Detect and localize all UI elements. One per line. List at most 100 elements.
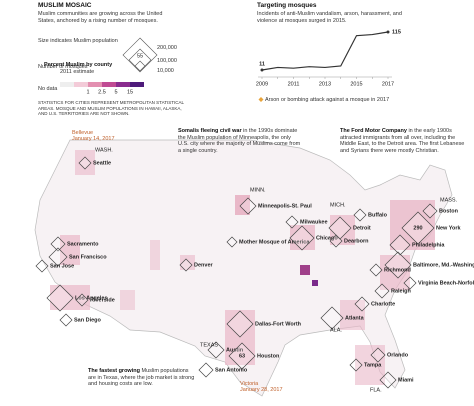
city-label: Boston [439,208,459,214]
story-lead: The fastest growing [88,368,140,374]
city-label: Philadelphia [412,242,445,248]
story: The Ford Motor Company in the early 1900… [340,128,465,154]
pop-label: 10,000 [157,68,174,74]
city-diamond [422,203,438,219]
legend-marker [258,97,264,102]
city-diamond [59,313,73,327]
pop-label: 200,000 [157,45,177,51]
state-label: MINN. [250,187,266,193]
city-diamond [48,247,68,267]
city-diamond [50,236,66,252]
city-diamond [349,358,363,372]
city-label: Milwaukee [300,219,328,225]
city-label: Detroit [353,225,371,231]
story-text: Muslim populations are in Texas, where t… [88,368,195,388]
city-diamond [226,310,254,338]
state-label: TEXAS [200,342,218,348]
city-diamond [198,362,214,378]
attack-city: Victoria [240,381,259,387]
line [261,31,389,71]
legend-sample: 55 [137,53,143,59]
city-label: San Antonio [215,367,248,373]
size-legend-mosques: Number of mosques [38,64,88,70]
city-diamond [320,306,344,330]
pop-label: 100,000 [157,58,177,64]
city-mosques: 63 [239,353,245,359]
color-swatch [74,82,88,87]
story: Somalis fleeing civil war in the 1990s d… [178,128,303,154]
city-diamond [239,197,257,215]
city-diamond [207,341,225,359]
city-diamond [384,251,412,279]
city-diamond [354,296,370,312]
city-label: Baltimore, Md.-Washington, D.C. [413,262,474,268]
city-diamond [179,258,193,272]
value-label: 11 [259,61,265,67]
attack-date: January 14, 2017 [72,136,115,142]
city-label: San Francisco [69,254,107,260]
city-mosques: 290 [413,225,422,231]
city-diamond [403,276,417,290]
city-label: Miami [398,377,414,383]
city-label: Raleigh [391,288,412,294]
no-data-label: No data [38,86,58,92]
city-diamond [353,208,367,222]
x-tick-label: 2009 [256,81,268,87]
city-label: San Jose [50,263,74,269]
city-label: Riverside [90,297,115,303]
city-diamond [35,259,49,273]
city-label: Chicago [316,235,338,241]
city-diamond [329,234,343,248]
story-lead: Somalis fleeing civil war [178,128,242,134]
description: Muslim communities are growing across th… [38,11,163,24]
attack-city: Bellevue [72,130,94,136]
city-layer: Seattle Sacramento San Francisco San Jose Lo… [35,147,474,393]
city-diamond [374,283,390,299]
city-diamond [75,293,89,307]
city-diamond [285,215,299,229]
city-label: Denver [194,262,214,268]
city-diamond [289,225,315,251]
city-diamond [46,284,74,312]
color-swatch [116,82,130,87]
point [386,30,390,34]
city-label: Mother Mosque of America [239,239,310,245]
color-swatch [130,82,144,87]
story-lead: The Ford Motor Company [340,128,407,134]
state-label: WASH. [95,147,113,153]
attack-date: January 28, 2017 [240,387,283,393]
story-text: in the early 1900s attracted immigrants … [340,128,465,154]
city-diamond [379,371,397,389]
city-label: Houston [257,353,280,359]
city-label: Dearborn [344,238,369,244]
city-diamond [369,263,383,277]
note: STATISTICS FOR CITIES REPRESENT METROPOL… [38,100,184,116]
state-label: FLA. [370,387,382,393]
city-label: San Diego [74,317,102,323]
state-label: MICH. [330,202,346,208]
county-shading [50,150,435,385]
city-diamond [389,234,411,256]
x-tick-label: 2017 [382,81,394,87]
color-legend-title: Percent Muslim by county [44,62,113,68]
color-swatch [88,82,102,87]
color-label: 1 [86,89,89,95]
color-swatch [102,82,116,87]
inset-subtitle: Incidents of anti-Muslim vandalism, arso… [257,11,402,24]
city-label: Los Angeles [75,295,108,301]
city-label: New York [436,225,461,231]
x-tick-label: 2011 [288,81,300,87]
city-label: Buffalo [368,212,388,218]
city-label: Atlanta [345,315,365,321]
city-diamond [370,347,386,363]
size-legend-title: Size indicates Muslim population [38,38,118,44]
city-diamond [78,156,92,170]
color-legend-subtitle: 2011 estimate [60,69,95,75]
story-text: in the 1990s dominate the Muslim populat… [178,128,301,154]
title: MUSLIM MOSAIC [38,2,92,9]
city-label: Seattle [93,160,111,166]
legend-diamond [128,48,152,72]
city-label: Sacramento [67,241,99,247]
